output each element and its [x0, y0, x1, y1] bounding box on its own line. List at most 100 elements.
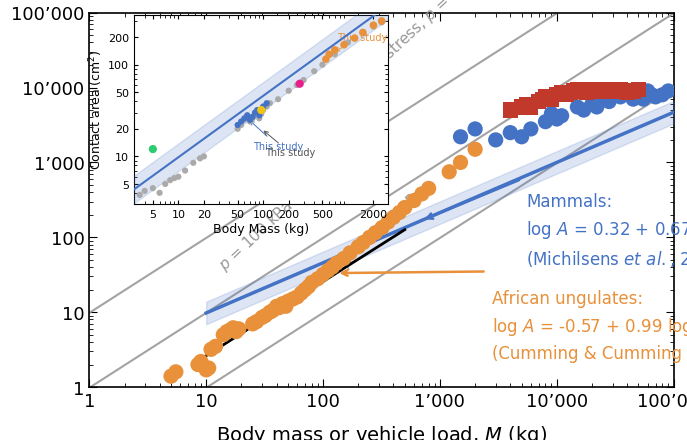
Point	[326, 264, 337, 271]
Point	[533, 99, 544, 106]
Point	[455, 134, 466, 141]
Point	[572, 86, 583, 93]
Point	[603, 99, 614, 106]
Point	[540, 119, 551, 126]
Point	[199, 153, 210, 160]
Point	[232, 122, 243, 129]
Point	[394, 209, 405, 216]
Point	[621, 90, 632, 97]
Point	[312, 275, 323, 282]
Point	[280, 303, 291, 310]
Point	[195, 358, 206, 365]
Text: This study: This study	[264, 132, 315, 158]
Point	[603, 86, 614, 93]
Point	[568, 88, 579, 95]
Point	[273, 304, 284, 312]
Point	[179, 167, 190, 174]
Point	[614, 94, 625, 101]
Point	[572, 104, 583, 111]
Point	[516, 104, 527, 111]
Point	[586, 101, 597, 108]
Point	[254, 112, 264, 119]
Point	[225, 326, 236, 334]
Point	[586, 88, 597, 95]
Point	[633, 86, 644, 93]
Point	[330, 260, 341, 267]
Text: This study: This study	[250, 121, 303, 151]
Point	[238, 117, 249, 124]
Point	[598, 96, 609, 103]
Point	[251, 318, 262, 325]
Point	[627, 96, 638, 103]
Point	[221, 328, 232, 335]
Point	[147, 146, 158, 153]
Point	[591, 86, 602, 93]
Text: Mammals:
$\mathrm{log}\ A$ = 0.32 + 0.67 $\mathrm{log}\ M$
(Michilsens $et\ al.$: Mammals: $\mathrm{log}\ A$ = 0.32 + 0.67…	[526, 193, 687, 268]
Point	[294, 81, 305, 88]
Point	[256, 111, 267, 118]
Point	[320, 56, 331, 63]
X-axis label: Body mass or vehicle load, $M$ (kg): Body mass or vehicle load, $M$ (kg)	[216, 424, 547, 440]
Point	[545, 96, 556, 103]
Point	[251, 107, 262, 114]
Point	[282, 298, 293, 305]
Point	[192, 361, 203, 368]
Point	[329, 47, 340, 54]
Point	[357, 29, 368, 37]
Point	[264, 100, 275, 107]
Point	[154, 190, 165, 197]
Point	[607, 88, 618, 95]
Point	[338, 255, 349, 262]
Point	[271, 303, 282, 310]
Point	[376, 19, 387, 26]
Point	[232, 126, 243, 133]
Point	[165, 177, 176, 184]
Point	[455, 159, 466, 166]
Point	[357, 30, 368, 37]
Point	[256, 314, 267, 321]
Point	[504, 107, 515, 114]
Point	[443, 169, 454, 176]
Point	[303, 283, 314, 290]
Point	[551, 92, 562, 99]
Point	[306, 279, 317, 286]
Point	[352, 243, 363, 250]
Point	[147, 185, 158, 192]
Point	[344, 249, 355, 257]
Text: This study: This study	[335, 33, 387, 51]
Point	[227, 324, 238, 331]
Point	[638, 96, 649, 103]
Point	[662, 88, 673, 95]
Point	[245, 118, 256, 125]
X-axis label: Body Mass (kg): Body Mass (kg)	[213, 222, 309, 235]
Point	[504, 129, 515, 136]
Point	[283, 88, 294, 95]
Point	[317, 271, 328, 278]
Point	[575, 88, 586, 95]
Point	[368, 24, 379, 31]
Point	[242, 112, 253, 119]
Point	[300, 286, 311, 293]
Point	[642, 88, 653, 95]
Point	[633, 92, 644, 99]
Point	[516, 134, 527, 141]
Point	[159, 181, 170, 188]
Point	[245, 117, 256, 124]
Point	[298, 77, 309, 84]
Point	[264, 309, 275, 316]
Point	[525, 104, 536, 111]
Point	[646, 92, 657, 99]
Point	[203, 365, 214, 372]
Point	[525, 126, 536, 133]
Text: $p$ = 100 kPa: $p$ = 100 kPa	[215, 197, 297, 275]
Point	[230, 328, 241, 335]
Point	[551, 116, 562, 123]
Point	[273, 96, 284, 103]
Point	[251, 110, 262, 117]
Point	[291, 293, 302, 301]
Point	[560, 92, 571, 99]
Point	[258, 107, 269, 114]
Point	[376, 18, 387, 25]
Point	[578, 86, 589, 93]
Point	[490, 137, 501, 144]
